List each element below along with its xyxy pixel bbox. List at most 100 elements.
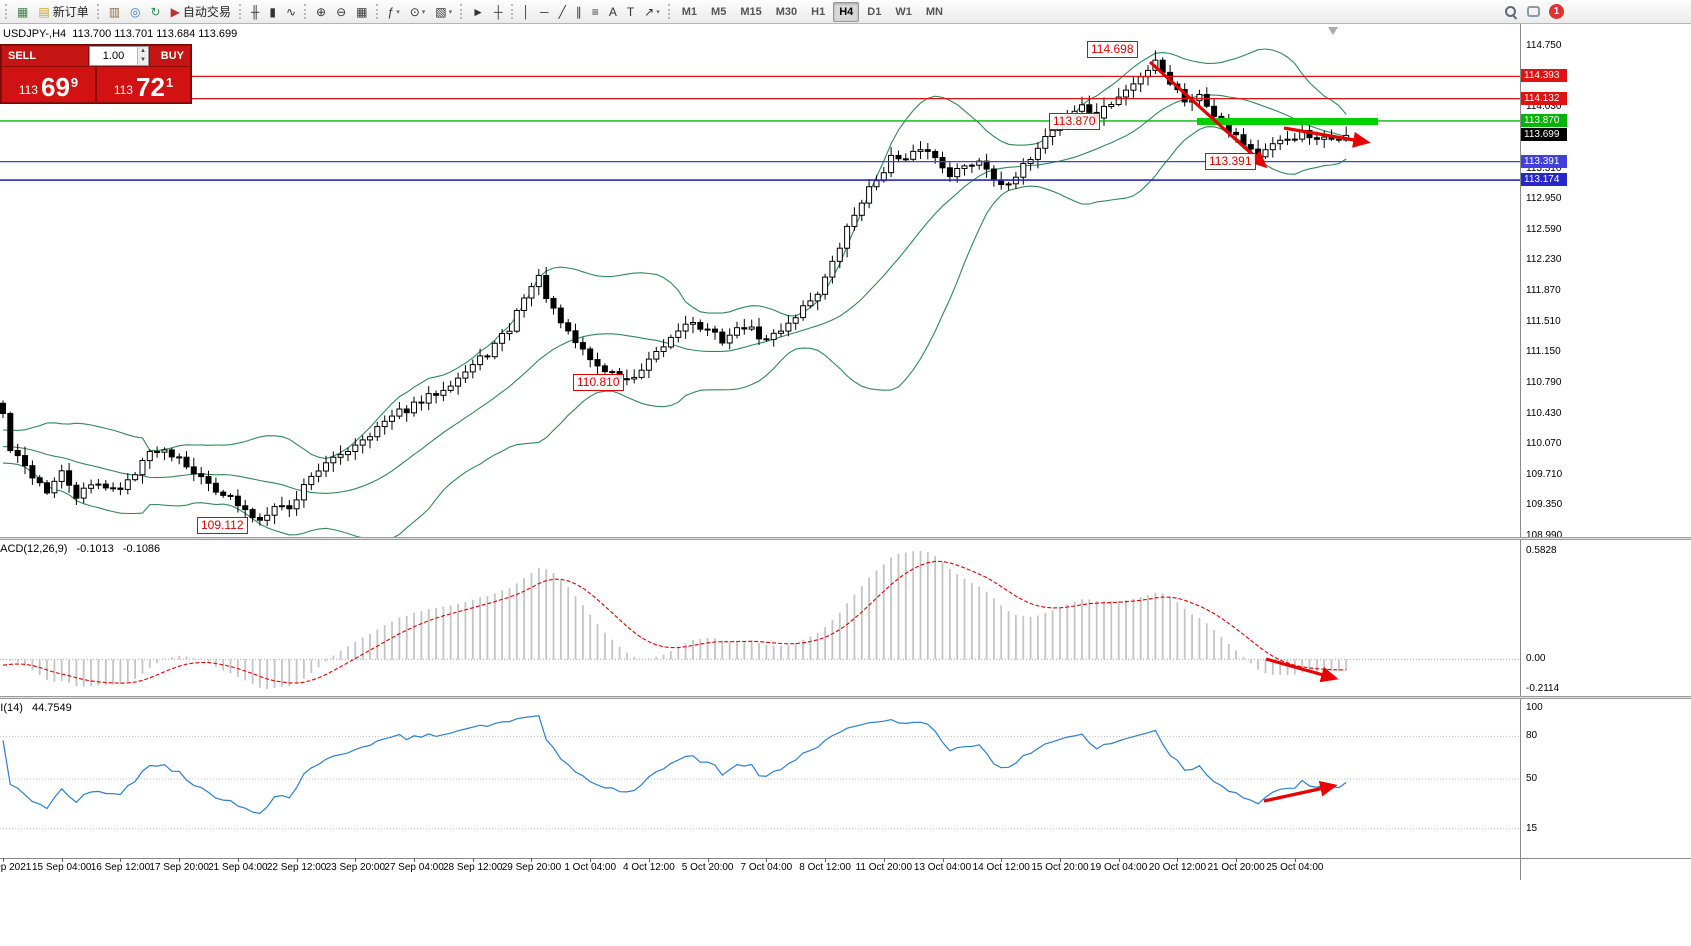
toolbar-grip[interactable] [510,4,515,19]
candlestick-chart-button[interactable]: ▮ [265,2,280,22]
toolbar-group: │ ─ ╱ ∥ ≡ A T ↗ ▾ [518,0,665,23]
trend-arrow[interactable] [1148,60,1268,169]
trendline-button[interactable]: ╱ [555,2,570,22]
panel-splitter-rsi[interactable] [0,696,1691,699]
timeframe-h1-button[interactable]: H1 [811,5,826,18]
fibonacci-button[interactable]: ≡ [588,2,603,22]
timeframe-m1-button[interactable]: M1 [681,5,698,18]
timeframe-m30-button[interactable]: M30 [775,5,798,18]
periods-button[interactable]: ⊙ ▾ [406,2,430,22]
rsi-name: RSI(14) [0,702,23,714]
trend-arrow[interactable] [1283,126,1371,148]
price-axis-tick: 112.230 [1526,254,1562,266]
indicators-button[interactable]: ƒ ▾ [384,2,404,22]
volume-input[interactable]: 1.00 ▲ ▼ [89,46,149,66]
toolbar-grip[interactable] [667,4,672,19]
timeframe-toolbar: M1 M5 M15 M30 H1 H4 D1 W1 MN [675,0,950,23]
sell-price-display[interactable]: 113 69 9 [2,67,95,102]
sell-price-big: 69 [40,72,70,102]
text-button[interactable]: A [605,2,621,22]
time-axis-label: 8 Oct 12:00 [799,862,851,873]
toolbar-grip[interactable] [375,4,380,19]
toolbar-grip[interactable] [96,4,101,19]
timeframe-d1-button[interactable]: D1 [867,5,882,18]
chat-icon[interactable] [1527,6,1540,17]
indicators-icon: ƒ [387,4,395,19]
toolbar-grip[interactable] [304,4,308,19]
crosshair-button[interactable]: ┼ [490,2,507,22]
auto-trading-icon: ▶ [170,4,180,19]
macd-signal-value: -0.1086 [122,543,161,555]
toolbar-grip[interactable] [238,4,243,19]
price-callout-label[interactable]: 110.810 [573,374,624,391]
timeframe-mn-button[interactable]: MN [925,5,943,18]
line-chart-button[interactable]: ∿ [282,2,300,22]
cursor-button[interactable]: ► [468,2,488,22]
tile-windows-button[interactable]: ▦ [352,2,371,22]
price-callout-label[interactable]: 109.112 [197,517,248,534]
price-axis-tick: 110.070 [1526,438,1562,450]
timeframe-m5-button[interactable]: M5 [711,5,727,18]
equidistant-channel-button[interactable]: ∥ [572,2,586,22]
trendline-icon: ╱ [558,4,566,19]
new-order-button[interactable]: ▤ 新订单 [34,2,92,22]
sell-button[interactable]: SELL [2,46,88,66]
price-axis-tick: 112.590 [1526,223,1562,235]
volume-down-button[interactable]: ▼ [138,56,148,65]
support-zone-bar[interactable] [1197,118,1378,125]
toolbar-grip[interactable] [460,4,464,19]
volume-spinner: ▲ ▼ [137,47,148,65]
auto-trading-button[interactable]: ▶ 自动交易 [167,2,235,22]
horizontal-line-icon: ─ [540,4,549,19]
chart-profiles-button[interactable]: ▥ [105,2,124,22]
buy-price-display[interactable]: 113 72 1 [97,67,190,102]
arrows-icon: ↗ [644,4,655,19]
price-callout-label[interactable]: 113.391 [1205,153,1256,170]
refresh-button[interactable]: ↻ [147,2,165,22]
price-line-tag[interactable]: 113.870 [1521,113,1567,127]
horizontal-line-button[interactable]: ─ [536,2,553,22]
new-chart-button[interactable]: ▦ [13,2,32,22]
arrows-button[interactable]: ↗ ▾ [640,2,664,22]
data-window-button[interactable]: ◎ [126,2,144,22]
price-line-tag[interactable]: 113.391 [1521,154,1567,168]
price-line-tag[interactable]: 114.132 [1521,91,1567,105]
label-icon: T [626,4,635,19]
toolbar-group: ╫ ▮ ∿ [246,0,301,23]
templates-button[interactable]: ▧ ▾ [431,2,456,22]
trend-arrow[interactable] [1263,780,1338,803]
price-line-tag[interactable]: 114.393 [1521,69,1567,83]
vertical-line-button[interactable]: │ [519,2,535,22]
trend-arrow[interactable] [1265,657,1339,683]
bar-chart-button[interactable]: ╫ [247,2,264,22]
sell-price-sup: 9 [70,75,79,90]
time-axis-label: 5 Oct 20:00 [681,862,734,873]
search-icon[interactable] [1504,5,1518,19]
timeframe-h4-button[interactable]: H4 [833,1,860,22]
periods-icon: ⊙ [409,4,420,19]
price-axis-tick: 112.950 [1526,193,1562,205]
buy-button[interactable]: BUY [150,46,190,66]
zoom-out-button[interactable]: ⊖ [332,2,350,22]
price-callout-label[interactable]: 113.870 [1049,113,1100,130]
chart-shift-marker[interactable] [1328,27,1338,35]
volume-up-button[interactable]: ▲ [138,47,148,56]
price-line-tag[interactable]: 113.174 [1521,173,1567,187]
time-axis-label: 15 Sep 04:00 [31,862,92,873]
notification-badge[interactable]: 1 [1549,4,1564,19]
toolbar-grip[interactable] [5,4,9,19]
label-button[interactable]: T [623,2,638,22]
zoom-in-icon: ⊕ [316,4,327,19]
current-price-tag[interactable]: 113.699 [1521,128,1567,142]
panel-splitter-macd[interactable] [0,537,1691,540]
line-chart-icon: ∿ [285,4,297,19]
new-chart-icon: ▦ [17,4,29,19]
zoom-in-button[interactable]: ⊕ [312,2,330,22]
price-callout-label[interactable]: 114.698 [1087,41,1138,58]
macd-axis-zero: 0.00 [1526,653,1546,665]
timeframe-m15-button[interactable]: M15 [740,5,762,18]
macd-indicator-label: MACD(12,26,9) -0.1013 -0.1086 [0,543,166,555]
crosshair-icon: ┼ [494,4,503,19]
timeframe-w1-button[interactable]: W1 [895,5,912,18]
